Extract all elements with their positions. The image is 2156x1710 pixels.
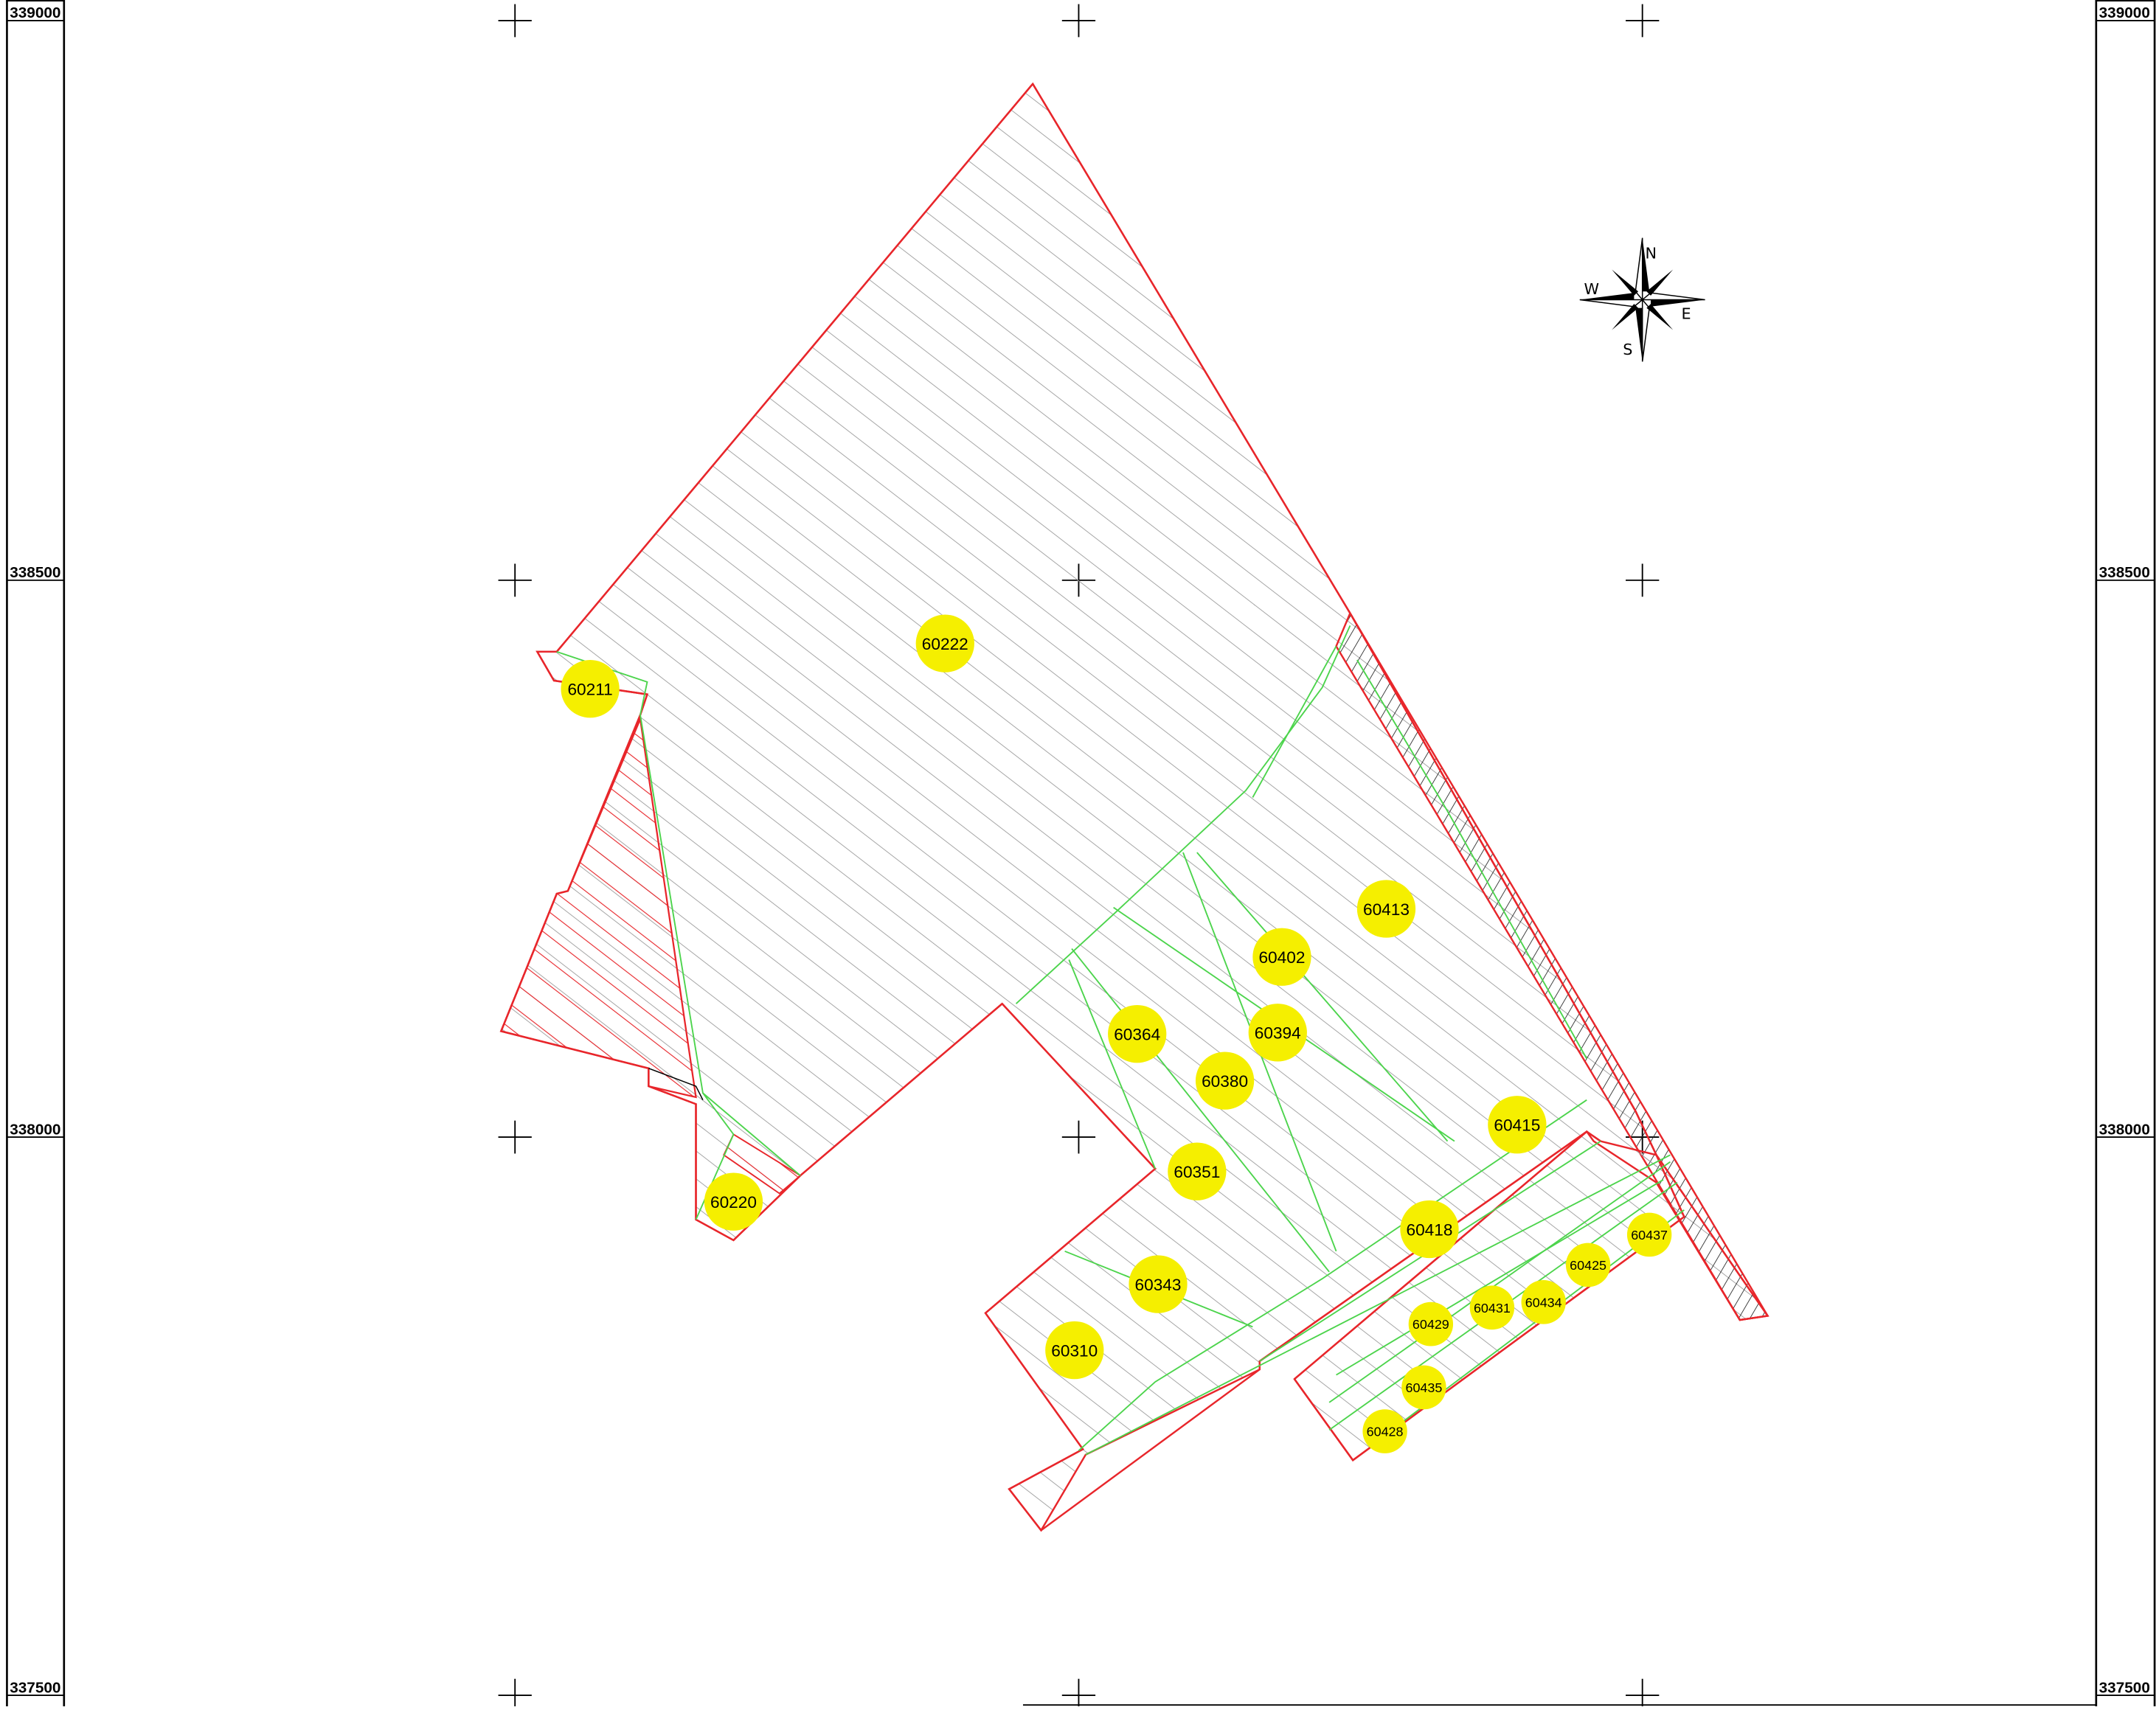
northing-labels: 339000 339000 338500 338500 338000 33800…	[10, 4, 2150, 1696]
northing-label-right-338500: 338500	[2099, 564, 2150, 581]
parcel-marker-circle	[1108, 1005, 1167, 1063]
parcel-id-label: 60343	[1135, 1276, 1182, 1294]
parcel-marker-circle	[1488, 1096, 1547, 1154]
compass-rose-icon: N W E S	[1579, 237, 1705, 362]
parcel-id-label: 60413	[1363, 900, 1410, 919]
grid-cross-icon	[1061, 4, 1096, 38]
parcel-id-label: 60220	[710, 1193, 757, 1212]
parcel-marker-circle	[1356, 880, 1416, 938]
parcel-marker-circle	[1401, 1365, 1446, 1410]
northing-label-right-338000: 338000	[2099, 1121, 2150, 1138]
parcel-areas	[499, 82, 1769, 1532]
parcel-id-label: 60437	[1631, 1228, 1668, 1242]
parcel-marker-circle	[1521, 1279, 1566, 1324]
parcel-marker-circle	[1408, 1301, 1454, 1346]
parcel-id-label: 60425	[1570, 1258, 1606, 1273]
parcel-marker-circle	[915, 614, 974, 672]
grid-cross-icon	[1061, 1120, 1096, 1154]
parcel-id-label: 60415	[1494, 1116, 1540, 1135]
parcel-area-main	[499, 82, 1769, 1532]
parcel-id-label: 60435	[1406, 1380, 1443, 1395]
parcel-id-label: 60402	[1258, 948, 1305, 967]
parcel-marker-60434[interactable]: 60434	[1521, 1279, 1566, 1324]
northing-label-left-339000: 339000	[10, 4, 60, 21]
map-frame	[6, 0, 2156, 1706]
parcel-boundary-outline-3	[499, 83, 1034, 1242]
parcel-id-label: 60394	[1255, 1024, 1301, 1043]
parcel-labels: 60211 60222 60220 60413 60402 60364 60394 60380…	[561, 614, 1672, 1453]
parcel-boundary-outline-4	[1293, 1154, 1685, 1462]
parcel-marker-60220[interactable]: 60220	[704, 1172, 763, 1231]
parcel-id-label: 60418	[1406, 1220, 1452, 1239]
parcel-marker-circle	[1362, 1409, 1407, 1453]
parcel-marker-circle	[1252, 928, 1311, 986]
northing-label-left-338500: 338500	[10, 564, 60, 581]
parcel-marker-circle	[1168, 1142, 1227, 1200]
parcel-marker-60310[interactable]: 60310	[1045, 1321, 1104, 1380]
parcel-marker-60437[interactable]: 60437	[1626, 1212, 1672, 1257]
parcel-marker-60428[interactable]: 60428	[1362, 1409, 1407, 1453]
compass-west-label: W	[1584, 280, 1599, 298]
northing-label-left-337500: 337500	[10, 1679, 60, 1696]
grid-cross-icon	[1626, 563, 1660, 597]
northing-label-right-337500: 337500	[2099, 1679, 2150, 1696]
parcel-marker-60222[interactable]: 60222	[915, 614, 974, 672]
parcel-id-label: 60211	[567, 681, 612, 699]
parcel-id-label: 60429	[1413, 1317, 1449, 1332]
grid-cross-icon	[498, 1120, 532, 1154]
parcel-id-label: 60380	[1202, 1072, 1248, 1091]
grid-cross-icon	[498, 4, 532, 38]
parcel-marker-circle	[1248, 1004, 1307, 1062]
parcel-marker-circle	[1565, 1242, 1611, 1287]
grid-cross-icon	[1626, 4, 1660, 38]
parcel-marker-60431[interactable]: 60431	[1469, 1285, 1515, 1330]
parcel-id-label: 60351	[1174, 1163, 1220, 1181]
parcel-id-label: 60434	[1525, 1295, 1562, 1310]
parcel-id-label: 60428	[1367, 1425, 1404, 1439]
compass-north-label: N	[1645, 245, 1657, 263]
grid-cross-icon	[498, 563, 532, 597]
parcel-marker-circle	[1045, 1321, 1104, 1380]
parcel-marker-60435[interactable]: 60435	[1401, 1365, 1446, 1410]
parcel-marker-circle	[1400, 1200, 1459, 1259]
compass-south-label: S	[1623, 341, 1632, 358]
compass-east-label: E	[1682, 305, 1691, 323]
parcel-marker-circle	[561, 660, 620, 718]
parcel-marker-60415[interactable]: 60415	[1488, 1096, 1547, 1154]
parcel-marker-60413[interactable]: 60413	[1356, 880, 1416, 938]
parcel-marker-circle	[1129, 1255, 1188, 1313]
parcel-marker-60364[interactable]: 60364	[1108, 1005, 1167, 1063]
parcel-marker-60211[interactable]: 60211	[561, 660, 620, 718]
parcel-marker-60425[interactable]: 60425	[1565, 1242, 1611, 1287]
parcel-marker-60351[interactable]: 60351	[1168, 1142, 1227, 1200]
parcel-id-label: 60364	[1114, 1026, 1160, 1044]
northing-label-left-338000: 338000	[10, 1121, 60, 1138]
parcel-marker-circle	[1469, 1285, 1515, 1330]
parcel-marker-circle	[1626, 1212, 1672, 1257]
parcel-id-label: 60222	[922, 635, 968, 653]
grid-cross-icon	[1626, 1678, 1660, 1710]
grid-cross-icon	[1061, 1678, 1096, 1710]
parcel-id-label: 60431	[1474, 1301, 1511, 1315]
northing-label-right-339000: 339000	[2099, 4, 2150, 21]
parcel-marker-60402[interactable]: 60402	[1252, 928, 1311, 986]
parcel-marker-60418[interactable]: 60418	[1400, 1200, 1459, 1259]
parcel-marker-60380[interactable]: 60380	[1195, 1052, 1255, 1110]
parcel-marker-circle	[704, 1172, 763, 1231]
parcel-marker-60394[interactable]: 60394	[1248, 1004, 1307, 1062]
parcel-marker-60429[interactable]: 60429	[1408, 1301, 1454, 1346]
parcel-id-label: 60310	[1051, 1342, 1098, 1360]
parcel-marker-circle	[1195, 1052, 1255, 1110]
parcel-marker-60343[interactable]: 60343	[1129, 1255, 1188, 1313]
parcel-boundary-outline-6	[648, 1068, 704, 1101]
grid-cross-icon	[498, 1678, 532, 1710]
